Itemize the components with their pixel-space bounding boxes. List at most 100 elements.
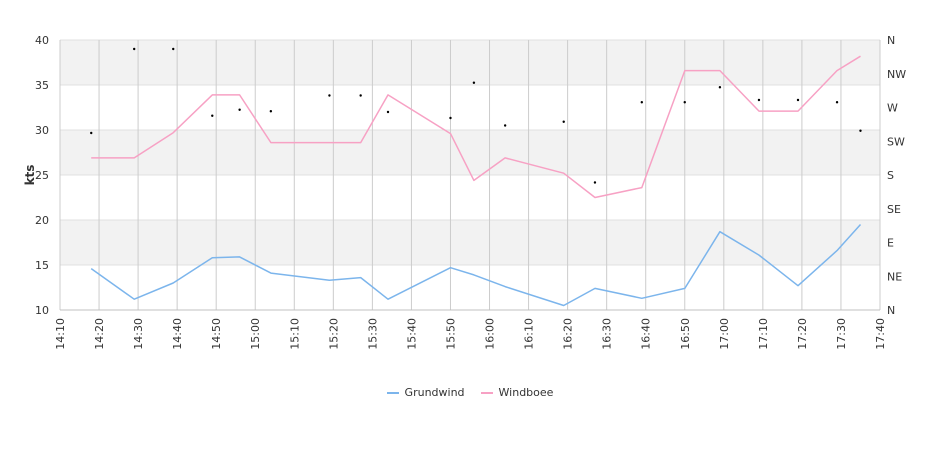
x-tick-label: 16:30 (601, 318, 614, 350)
x-tick-label: 17:00 (718, 318, 731, 350)
data-point-grundwind[interactable] (446, 264, 454, 272)
data-point-windboee[interactable] (357, 139, 365, 147)
data-point-grundwind[interactable] (833, 247, 841, 255)
legend-swatch-grundwind (386, 391, 399, 394)
direction-point (132, 47, 136, 51)
data-point-windboee[interactable] (501, 154, 509, 162)
data-point-grundwind[interactable] (470, 271, 478, 279)
data-point-windboee[interactable] (87, 154, 95, 162)
x-tick-label: 14:20 (93, 318, 106, 350)
y2-tick-label: NW (887, 68, 906, 81)
x-tick-label: 17:40 (874, 318, 887, 350)
direction-point (562, 120, 565, 123)
x-tick-label: 15:10 (288, 318, 301, 350)
direction-point (238, 108, 241, 111)
direction-point (757, 98, 761, 102)
data-point-windboee[interactable] (716, 67, 724, 75)
x-tick-label: 16:00 (484, 318, 497, 350)
legend-item-windboee[interactable]: Windboee (480, 386, 553, 399)
data-point-windboee[interactable] (856, 52, 864, 60)
data-point-windboee[interactable] (130, 154, 138, 162)
data-point-grundwind[interactable] (130, 295, 138, 303)
grid-band (60, 130, 880, 175)
grid-band (60, 85, 880, 130)
data-point-windboee[interactable] (560, 169, 568, 177)
direction-point (269, 110, 273, 113)
data-point-windboee[interactable] (446, 130, 454, 138)
direction-point (172, 47, 175, 51)
data-point-windboee[interactable] (236, 91, 244, 99)
data-point-grundwind[interactable] (716, 228, 724, 236)
data-point-grundwind[interactable] (267, 269, 275, 277)
data-point-grundwind[interactable] (501, 283, 509, 291)
x-tick-label: 15:50 (444, 318, 457, 350)
data-point-grundwind[interactable] (384, 295, 392, 303)
y2-tick-label: N (887, 304, 895, 317)
data-point-grundwind[interactable] (681, 284, 689, 292)
data-point-windboee[interactable] (638, 184, 646, 192)
direction-point (796, 98, 800, 102)
x-tick-label: 16:40 (640, 318, 653, 350)
data-point-windboee[interactable] (470, 176, 478, 184)
data-point-windboee[interactable] (384, 91, 392, 99)
direction-point (718, 86, 722, 89)
data-point-windboee[interactable] (755, 107, 763, 115)
legend-label-grundwind: Grundwind (404, 386, 465, 399)
x-tick-label: 14:10 (54, 318, 67, 350)
data-point-windboee[interactable] (833, 67, 841, 75)
y-tick-label: 40 (35, 34, 49, 47)
data-point-grundwind[interactable] (87, 265, 95, 273)
x-tick-label: 14:40 (171, 318, 184, 350)
data-point-grundwind[interactable] (856, 221, 864, 229)
legend-swatch-windboee (480, 391, 493, 394)
direction-point (593, 181, 597, 184)
x-tick-label: 15:20 (327, 318, 340, 350)
x-tick-label: 17:20 (796, 318, 809, 350)
data-point-grundwind[interactable] (755, 251, 763, 259)
data-point-windboee[interactable] (681, 67, 689, 75)
data-point-grundwind[interactable] (325, 276, 333, 284)
data-point-windboee[interactable] (325, 139, 333, 147)
y-tick-label: 15 (35, 259, 49, 272)
y2-tick-label: NE (887, 270, 902, 283)
x-tick-label: 16:20 (562, 318, 575, 350)
direction-point (386, 110, 390, 114)
direction-point (328, 94, 331, 97)
y2-tick-label: E (887, 237, 894, 250)
direction-point (683, 101, 686, 104)
data-point-windboee[interactable] (591, 194, 599, 202)
direction-point (359, 94, 362, 97)
x-tick-label: 17:30 (835, 318, 848, 350)
x-tick-label: 15:40 (405, 318, 418, 350)
data-point-grundwind[interactable] (794, 282, 802, 290)
data-point-windboee[interactable] (208, 91, 216, 99)
y-tick-label: 20 (35, 214, 49, 227)
data-point-grundwind[interactable] (638, 294, 646, 302)
data-point-windboee[interactable] (794, 107, 802, 115)
data-point-grundwind[interactable] (560, 302, 568, 310)
direction-point (449, 116, 452, 120)
data-point-grundwind[interactable] (169, 279, 177, 287)
y2-tick-label: SE (887, 203, 901, 216)
y-tick-label: 30 (35, 124, 49, 137)
y2-tick-label: SW (887, 135, 905, 148)
data-point-grundwind[interactable] (236, 253, 244, 261)
grid-band (60, 40, 880, 85)
y2-tick-label: W (887, 102, 898, 115)
data-point-windboee[interactable] (169, 129, 177, 137)
data-point-windboee[interactable] (267, 139, 275, 147)
x-tick-label: 15:30 (366, 318, 379, 350)
grid-band (60, 220, 880, 265)
direction-point (503, 124, 507, 127)
direction-point (640, 101, 644, 104)
y-tick-label: 25 (35, 169, 49, 182)
data-point-grundwind[interactable] (357, 274, 365, 282)
legend: Grundwind Windboee (0, 386, 940, 399)
legend-item-grundwind[interactable]: Grundwind (386, 386, 465, 399)
data-point-grundwind[interactable] (208, 254, 216, 262)
direction-point (472, 81, 476, 84)
data-point-grundwind[interactable] (591, 284, 599, 292)
direction-point (90, 131, 93, 135)
